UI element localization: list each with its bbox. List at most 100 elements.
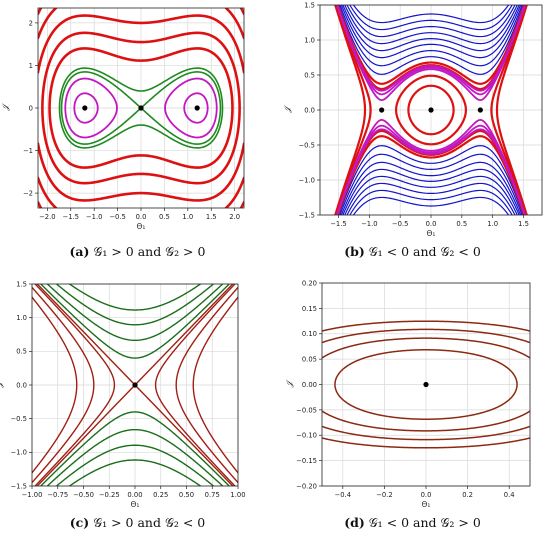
trajectory-series-0-level-3	[322, 320, 530, 449]
y-tick-label: 1.5	[16, 280, 27, 288]
y-tick-label: −0.5	[298, 141, 315, 149]
trajectory-series-1-level-3	[32, 296, 238, 474]
x-tick-label: 0.2	[462, 491, 473, 499]
y-tick-label: 0.0	[16, 381, 27, 389]
caption-a: (a) 𝒢₁ > 0 and 𝒢₂ > 0	[0, 244, 275, 260]
trajectory-series-0-level-2	[340, 5, 522, 215]
x-tick-label: −0.5	[392, 220, 409, 228]
x-axis-label: Θ₁	[422, 500, 431, 509]
x-tick-label: 1.5	[206, 213, 217, 221]
caption-b-text: 𝒢₁ < 0 and 𝒢₂ < 0	[368, 244, 481, 259]
x-axis-label: Θ₁	[137, 222, 146, 231]
y-tick-label: 1.0	[16, 314, 27, 322]
x-tick-label: 0.5	[159, 213, 170, 221]
fixed-point-0	[423, 381, 429, 388]
trajectory-series-0-level-3	[342, 5, 520, 215]
caption-c-label: (c)	[69, 515, 90, 530]
trajectory-series-0-level-1	[41, 31, 241, 185]
caption-d-label: (d)	[344, 515, 365, 530]
fixed-point-2	[428, 107, 434, 113]
y-tick-label: 0	[29, 104, 33, 112]
caption-a-text: 𝒢₁ > 0 and 𝒢₂ > 0	[93, 244, 206, 259]
x-tick-label: −0.4	[335, 491, 352, 499]
trajectory-series-0-level-1	[339, 5, 523, 215]
x-axis-label: Θ₁	[131, 500, 140, 509]
x-tick-label: −0.50	[73, 491, 94, 499]
y-tick-label: 0.0	[304, 106, 315, 114]
chart-a: −2.0 −1.5 −1.0 −0.5 0.0 0.5 1.0 1.5 2.0 −2 −1 0 1 2 Θ₁…	[1, 7, 245, 231]
y-tick-label: 0.15	[302, 305, 317, 313]
x-tick-label: −0.25	[99, 491, 120, 499]
chart-panel-c: −1.00 −0.75 −0.50 −0.25 0.00 0.25 0.50 0.75 1.00…	[0, 275, 275, 537]
trajectory-series-1-level-0	[60, 71, 222, 145]
trajectory-series-0-level-0	[40, 284, 230, 486]
chart-panel-d: −0.4 −0.2 0.0 0.2 0.4 −0.20 −0.15 −0.10 −0.05 0.0…	[275, 275, 550, 537]
trajectory-series-2-level-2	[336, 5, 526, 215]
x-tick-label: −1.0	[361, 220, 378, 228]
trajectory-series-0-level-3	[38, 8, 244, 208]
chart-d: −0.4 −0.2 0.0 0.2 0.4 −0.20 −0.15 −0.10 −0.05 0.0…	[285, 279, 531, 509]
y-tick-label: 0.10	[302, 330, 317, 338]
fixed-point-0	[379, 107, 385, 113]
caption-a-label: (a)	[69, 244, 90, 259]
y-tick-label: 1.5	[304, 1, 315, 9]
trajectories	[322, 320, 530, 449]
x-tick-label: 1.5	[518, 220, 529, 228]
y-axis-label: 𝒥	[285, 378, 294, 388]
y-tick-label: 1	[29, 62, 33, 70]
chart-panel-a: −2.0 −1.5 −1.0 −0.5 0.0 0.5 1.0 1.5 2.0 −2 −1 0 1 2 Θ₁…	[0, 0, 275, 265]
y-axis-label: 𝒥	[283, 104, 292, 114]
x-tick-label: 0.00	[127, 491, 142, 499]
x-tick-label: −1.5	[330, 220, 347, 228]
fixed-point-0	[132, 382, 138, 388]
y-tick-label: −1.0	[10, 449, 27, 457]
y-tick-label: −1.0	[298, 176, 315, 184]
x-tick-label: −0.75	[47, 491, 68, 499]
caption-c: (c) 𝒢₁ > 0 and 𝒢₂ < 0	[0, 515, 275, 531]
chart-c: −1.00 −0.75 −0.50 −0.25 0.00 0.25 0.50 0.75 1.00…	[0, 280, 246, 509]
caption-b-label: (b)	[344, 244, 365, 259]
x-tick-label: 0.0	[136, 213, 147, 221]
y-tick-label: −0.05	[296, 406, 317, 414]
x-tick-label: 0.75	[205, 491, 220, 499]
y-tick-label: −0.20	[296, 482, 317, 490]
x-tick-label: 0.25	[153, 491, 168, 499]
y-tick-label: 0.5	[16, 348, 27, 356]
caption-d-text: 𝒢₁ < 0 and 𝒢₂ > 0	[368, 515, 481, 530]
chart-panel-b: −1.5 −1.0 −0.5 0.0 0.5 1.0 1.5 −1.5 −1.0 −0.5 0.0 0…	[275, 0, 550, 265]
y-tick-label: 1.0	[304, 36, 315, 44]
y-tick-label: 2	[29, 19, 33, 27]
x-tick-label: −2.0	[39, 213, 56, 221]
x-tick-label: 0.0	[421, 491, 432, 499]
x-axis-label: Θ₁	[427, 229, 436, 238]
x-tick-label: 0.0	[426, 220, 437, 228]
trajectory-series-1-level-1	[58, 67, 224, 149]
x-tick-label: 0.5	[456, 220, 467, 228]
trajectory-series-0-level-2	[38, 14, 244, 202]
x-tick-label: 0.4	[504, 491, 515, 499]
x-tick-label: −1.0	[86, 213, 103, 221]
y-tick-label: −1.5	[10, 482, 27, 490]
trajectory-series-1-level-1	[334, 5, 528, 215]
y-tick-label: 0.20	[302, 279, 317, 287]
caption-c-text: 𝒢₁ > 0 and 𝒢₂ < 0	[93, 515, 206, 530]
trajectory-series-0-level-0	[334, 349, 518, 420]
y-tick-label: −0.15	[296, 457, 317, 465]
y-axis-label: 𝒥	[1, 102, 10, 112]
x-tick-label: −0.5	[109, 213, 126, 221]
fixed-point-1	[194, 105, 200, 111]
x-tick-label: 1.00	[230, 491, 245, 499]
y-tick-label: −0.5	[10, 415, 27, 423]
x-tick-label: 1.0	[487, 220, 498, 228]
chart-b: −1.5 −1.0 −0.5 0.0 0.5 1.0 1.5 −1.5 −1.0 −0.5 0.0 0…	[283, 1, 543, 238]
y-tick-label: −1	[23, 147, 33, 155]
y-tick-label: −1.5	[298, 211, 315, 219]
x-tick-label: 0.50	[179, 491, 194, 499]
caption-d: (d) 𝒢₁ < 0 and 𝒢₂ > 0	[275, 515, 550, 531]
trajectory-series-2-level-0	[64, 77, 218, 139]
x-tick-label: 2.0	[229, 213, 240, 221]
trajectory-series-2-level-1	[73, 92, 209, 124]
fixed-point-0	[82, 105, 88, 111]
trajectory-series-0-level-2	[322, 328, 530, 441]
y-tick-label: 0.5	[304, 71, 315, 79]
